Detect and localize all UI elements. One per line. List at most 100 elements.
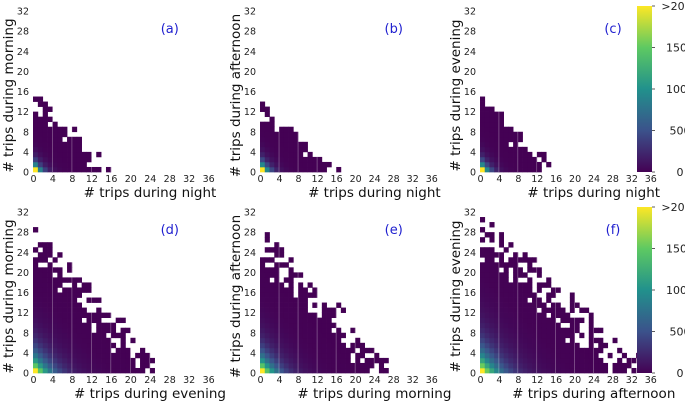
heatmap-cell (274, 282, 280, 288)
heatmap-cell (569, 307, 575, 313)
heatmap-cell (560, 327, 566, 334)
heatmap-cell (52, 131, 58, 138)
heatmap-cell (536, 322, 542, 329)
heatmap-cell (480, 317, 486, 324)
heatmap-cell (307, 292, 313, 298)
heatmap-cell (536, 151, 542, 158)
heatmap-cell (527, 277, 533, 283)
heatmap-cell (593, 327, 599, 334)
heatmap-cell (47, 317, 53, 324)
heatmap-cell (283, 357, 289, 364)
heatmap-cell (546, 297, 552, 303)
y-axis-label: # trips during evening (448, 221, 464, 373)
heatmap-cell (345, 357, 351, 364)
heatmap-cell (498, 307, 504, 313)
heatmap-cell (76, 352, 82, 359)
heatmap-cell (67, 141, 73, 148)
heatmap-cell (260, 322, 266, 329)
heatmap-cell (302, 347, 308, 354)
heatmap-cell (269, 307, 275, 313)
heatmap-cell (264, 292, 270, 298)
heatmap-cell (312, 347, 318, 354)
heatmap-cell (489, 322, 495, 329)
y-tick-label: 20 (17, 268, 29, 279)
heatmap-cell (579, 367, 585, 374)
x-tick-label: 32 (626, 375, 638, 386)
heatmap-cell (42, 146, 48, 153)
heatmap-cell (33, 292, 39, 298)
heatmap-cell (503, 347, 509, 354)
x-tick-label: 8 (515, 375, 521, 386)
heatmap-cell (86, 357, 92, 364)
heatmap-cell (105, 357, 112, 364)
y-tick-label: 12 (17, 107, 29, 118)
heatmap-cell (91, 357, 97, 364)
heatmap-cell (298, 342, 304, 349)
heatmap-cell (260, 327, 266, 334)
heatmap-cell (62, 166, 68, 173)
heatmap-cell (264, 166, 270, 173)
heatmap-cell (96, 327, 102, 334)
heatmap-cell (503, 367, 509, 374)
heatmap-cell (494, 357, 500, 364)
heatmap-cell (508, 297, 514, 303)
heatmap-cell (105, 342, 112, 349)
heatmap-cell (484, 322, 490, 329)
heatmap-cell (326, 337, 332, 344)
heatmap-cell (498, 232, 504, 238)
heatmap-cell (293, 337, 299, 344)
x-tick-label: 28 (607, 174, 619, 185)
heatmap-cell (42, 297, 48, 303)
heatmap-cell (522, 362, 528, 369)
heatmap-cell (96, 367, 102, 374)
x-tick-label: 32 (407, 174, 419, 185)
heatmap-cell (81, 327, 87, 334)
heatmap-cell (494, 362, 500, 369)
y-tick-label: 12 (244, 308, 256, 319)
x-tick-label: 4 (277, 375, 283, 386)
heatmap-cell (480, 166, 486, 173)
heatmap-cell (546, 332, 552, 339)
heatmap-cell (550, 322, 557, 329)
heatmap-cell (307, 166, 313, 173)
heatmap-cell (110, 367, 117, 374)
heatmap-cell (52, 126, 58, 133)
heatmap-cell (115, 367, 121, 374)
heatmap-cell (588, 342, 594, 349)
heatmap-cell (359, 367, 365, 374)
heatmap-cell (62, 126, 68, 133)
heatmap-cell (555, 367, 561, 374)
heatmap-cell (336, 362, 342, 369)
heatmap-cell (37, 252, 44, 258)
heatmap-cell (312, 352, 318, 359)
heatmap-cell (279, 307, 285, 313)
heatmap-cell (264, 267, 270, 273)
heatmap-cell (67, 302, 73, 308)
heatmap-cell (307, 347, 313, 354)
heatmap-cell (37, 267, 44, 273)
x-tick-label: 28 (388, 375, 400, 386)
heatmap-cell (37, 327, 44, 334)
heatmap-cell (57, 136, 63, 143)
heatmap-cell (33, 166, 39, 173)
heatmap-cell (621, 362, 627, 369)
heatmap-cell (47, 322, 53, 329)
heatmap-cell (307, 337, 313, 344)
heatmap-cell (37, 146, 44, 153)
heatmap-cell (522, 302, 528, 308)
heatmap-cell (130, 337, 136, 344)
heatmap-cell (498, 347, 504, 354)
x-tick-label: 24 (144, 174, 156, 185)
heatmap-cell (62, 322, 68, 329)
heatmap-cell (293, 367, 299, 374)
heatmap-cell (264, 106, 270, 112)
heatmap-cell (378, 362, 385, 369)
heatmap-cell (489, 327, 495, 334)
heatmap-cell (37, 317, 44, 324)
heatmap-cell (317, 161, 323, 168)
heatmap-cell (42, 151, 48, 158)
heatmap-cell (480, 252, 486, 258)
y-tick-label: 16 (244, 288, 256, 299)
y-tick-label: 32 (244, 7, 256, 18)
heatmap-cell (298, 282, 304, 288)
